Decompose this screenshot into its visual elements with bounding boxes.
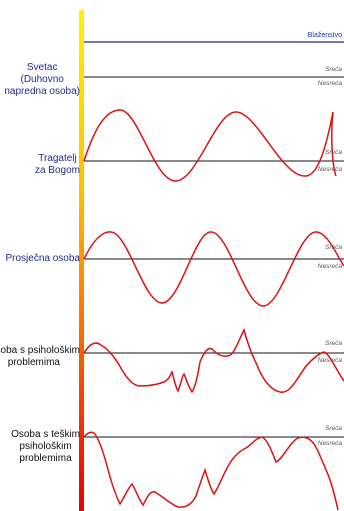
- row-label-line: Svetac: [26, 62, 58, 73]
- row-label-saint: Svetac (Duhovno napredna osoba): [4, 62, 80, 98]
- curve-severe: [83, 431, 339, 511]
- row-label-problems: Osoba s psihološkim problemima: [0, 345, 80, 369]
- row-label-line: psihološkim: [19, 441, 72, 452]
- curve-problems: [83, 327, 344, 394]
- row-label-line: Prosječna osoba: [5, 253, 81, 264]
- happiness-tag-saint: Sreća: [325, 66, 342, 73]
- happiness-tag-severe: Sreća: [325, 425, 342, 432]
- curve-average: [83, 231, 344, 307]
- gradient-scale-bar: [79, 10, 84, 511]
- row-label-line: Osoba s psihološkim: [0, 345, 80, 356]
- bliss-tag: Blaženstvo: [307, 32, 342, 39]
- row-label-line: Osoba s teškim: [11, 429, 80, 440]
- row-label-line: problemima: [19, 453, 72, 464]
- row-label-average: Prosječna osoba: [6, 253, 81, 265]
- row-label-line: (Duhovno: [20, 74, 64, 85]
- happiness-tag-seeker: Sreća: [325, 149, 342, 156]
- unhappiness-tag-problems: Nesreća: [317, 357, 342, 364]
- happiness-tag-average: Sreća: [325, 244, 342, 251]
- row-label-severe: Osoba s teškim psihološkim problemima: [11, 429, 80, 465]
- unhappiness-tag-average: Nesreća: [317, 263, 342, 270]
- row-label-line: napredna osoba): [4, 86, 80, 97]
- row-label-seeker: Tragatelj za Bogom: [35, 153, 80, 177]
- row-label-line: Tragatelj: [38, 153, 77, 164]
- unhappiness-tag-severe: Nesreća: [317, 440, 342, 447]
- curve-seeker: [83, 109, 337, 182]
- row-label-line: problemima: [7, 357, 60, 368]
- unhappiness-tag-seeker: Nesreća: [317, 166, 342, 173]
- unhappiness-tag-saint: Nesreća: [317, 80, 342, 87]
- happiness-tag-problems: Sreća: [325, 340, 342, 347]
- row-label-line: za Bogom: [34, 165, 80, 176]
